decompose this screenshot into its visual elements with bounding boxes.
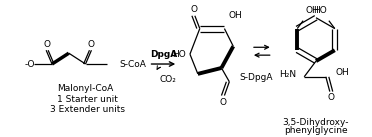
Text: DpgA: DpgA [150,50,177,59]
Text: H₂N: H₂N [279,70,296,79]
Text: OH: OH [305,6,319,15]
Text: O: O [190,5,198,14]
Text: -O: -O [25,59,35,68]
Text: O: O [44,40,51,49]
Text: HO: HO [172,50,186,59]
Text: Malonyl-CoA: Malonyl-CoA [57,84,113,93]
Text: 1 Starter unit: 1 Starter unit [57,95,118,104]
Text: 3,5-Dihydroxy-: 3,5-Dihydroxy- [283,118,349,127]
Text: CO₂: CO₂ [160,75,177,84]
Text: S-CoA: S-CoA [119,59,146,68]
Text: HO: HO [313,6,327,15]
Text: S-DpgA: S-DpgA [239,73,273,82]
Text: OH: OH [336,68,349,77]
Text: O: O [220,98,227,107]
Text: O: O [88,40,95,49]
Text: phenylglycine: phenylglycine [284,126,348,135]
Text: 3 Extender units: 3 Extender units [50,105,125,114]
Text: O: O [327,93,334,102]
Text: OH: OH [228,11,242,20]
